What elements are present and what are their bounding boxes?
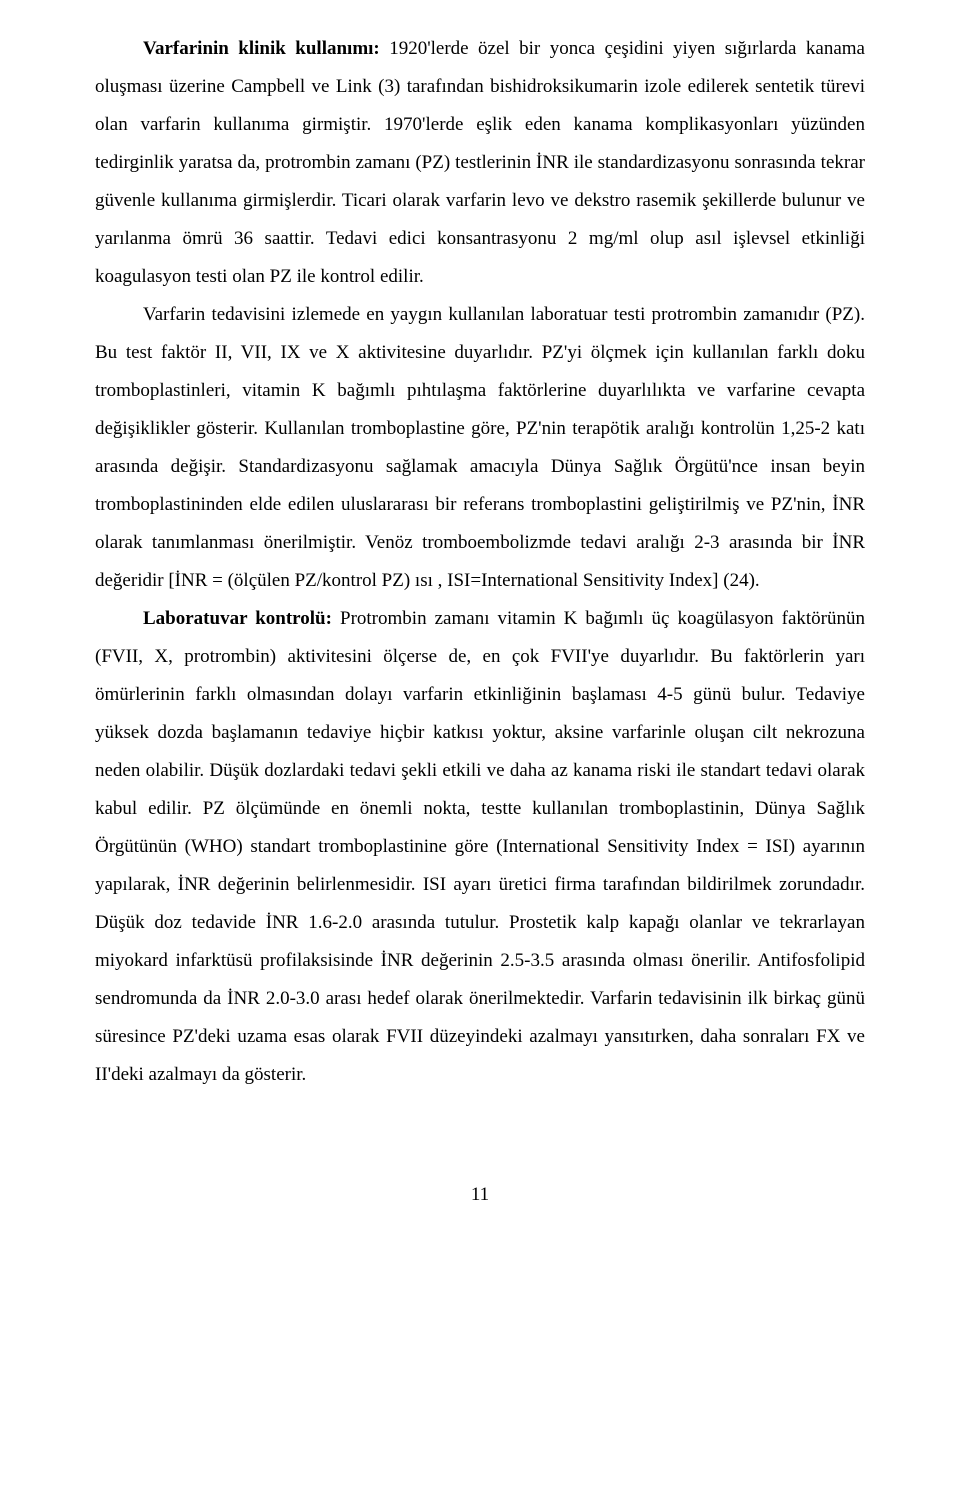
heading-varfarin-klinik: Varfarinin klinik kullanımı: [143,38,380,59]
heading-laboratuvar: Laboratuvar kontrolü: [143,608,332,629]
paragraph-varfarin-klinik: Varfarinin klinik kullanımı: 1920'lerde … [95,30,865,296]
paragraph-varfarin-izleme: Varfarin tedavisini izlemede en yaygın k… [95,296,865,600]
text-varfarin-klinik: 1920'lerde özel bir yonca çeşidini yiyen… [95,38,865,287]
page-number: 11 [95,1184,865,1206]
text-varfarin-izleme: Varfarin tedavisini izlemede en yaygın k… [95,304,865,591]
paragraph-laboratuvar: Laboratuvar kontrolü: Protrombin zamanı … [95,600,865,1094]
text-laboratuvar: Protrombin zamanı vitamin K bağımlı üç k… [95,608,865,1085]
